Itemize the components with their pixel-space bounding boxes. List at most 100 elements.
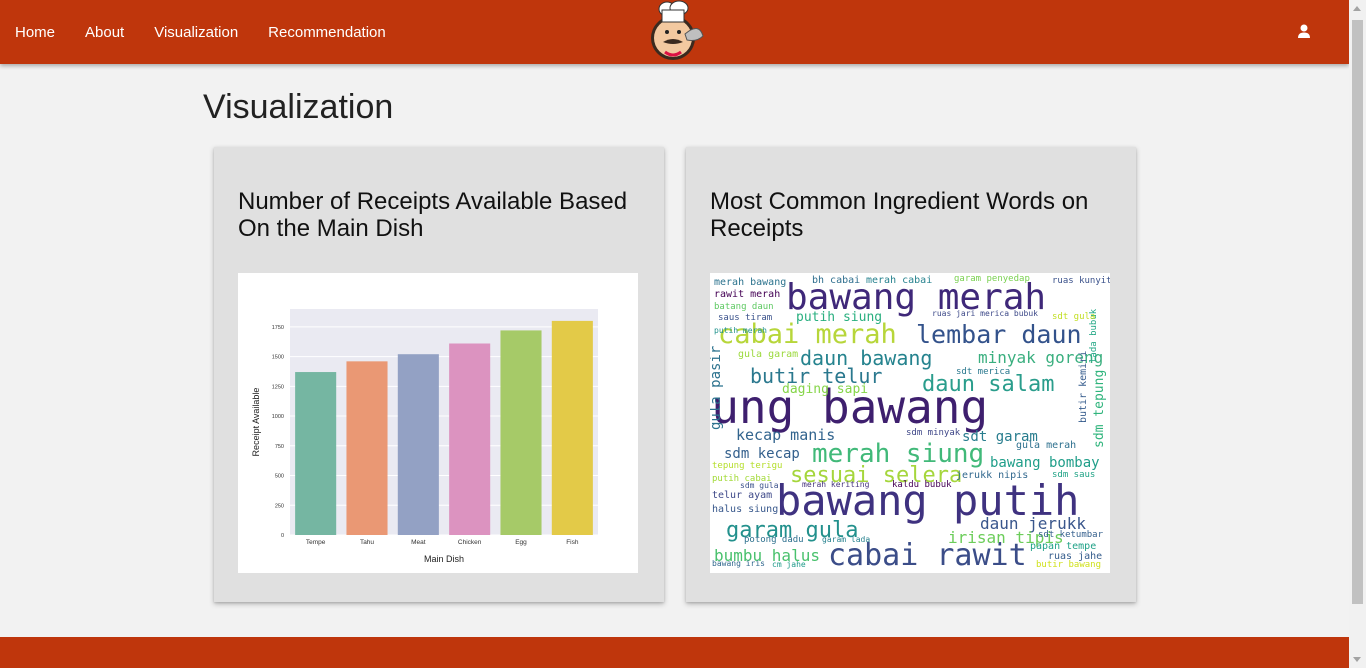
wordcloud-word: bh cabai [812, 275, 860, 286]
wordcloud-word: daun bawang [800, 346, 932, 370]
bar-chart-image: 0 250 500 750 1000 1250 1500 1750 Tempe Tahu Meat… [238, 273, 638, 573]
scroll-up-icon[interactable] [1353, 6, 1361, 11]
y-tick-label: 0 [281, 533, 284, 539]
wordcloud-word: kecap manis [736, 426, 835, 444]
bar-fish [551, 320, 593, 535]
wordcloud-word: bawang iris [712, 559, 765, 568]
wordcloud-word: sdm kecap [724, 446, 800, 462]
nav-link-visualization[interactable]: Visualization [154, 23, 239, 41]
scroll-down-icon[interactable] [1353, 657, 1361, 662]
bar-tahu [346, 361, 388, 535]
x-tick-label: Tempe [306, 539, 326, 546]
scrollbar-thumb[interactable] [1352, 20, 1363, 604]
wordcloud-word: potong dadu [744, 535, 804, 545]
wordcloud-word: ruas jahe [1048, 551, 1102, 562]
wordcloud-word: cabai merah [718, 319, 897, 350]
wordcloud-word: ruas kunyit [1052, 276, 1110, 286]
wordcloud-word: sdm minyak [906, 428, 961, 438]
wordcloud-word: merah siung [812, 439, 984, 469]
plot-area [290, 309, 598, 535]
nav-link-home[interactable]: Home [15, 23, 56, 41]
page-title: Visualization [203, 88, 394, 126]
nav-link-about[interactable]: About [85, 23, 125, 41]
chart-card: Number of Receipts Available Based On th… [214, 147, 664, 602]
y-tick-label: 250 [275, 503, 284, 509]
wordcloud-word: daun salam [922, 372, 1054, 397]
x-tick-label: Meat [411, 539, 426, 546]
wordcloud-word: daging sapi [782, 382, 868, 397]
wordcloud-word: halus siung [712, 504, 778, 515]
wordcloud-word: bawang bombay [990, 455, 1100, 471]
chef-eye-right [677, 30, 681, 34]
user-icon[interactable] [1294, 22, 1314, 42]
bar-egg [500, 330, 542, 535]
x-axis-label: Main Dish [424, 554, 464, 564]
x-tick-label: Chicken [458, 539, 482, 546]
wordcloud-card-title: Most Common Ingredient Words on Receipts [710, 188, 1089, 242]
bar-chart: 0 250 500 750 1000 1250 1500 1750 Tempe Tahu Meat… [251, 309, 598, 564]
wordcloud-word: butir kemiri [1078, 351, 1089, 423]
wordcloud-word: butir telur [750, 364, 882, 388]
wordcloud-word: tepung terigu [712, 461, 782, 471]
chef-mustache [663, 39, 683, 44]
wordcloud-word: putih siung [796, 310, 882, 325]
user-icon-head [1300, 24, 1308, 32]
y-axis-label: Receipt Available [251, 388, 261, 457]
footer [0, 637, 1349, 668]
wordcloud-word: cabai rawit [828, 538, 1027, 573]
chef-hat-band [661, 9, 685, 23]
chef-logo[interactable] [643, 0, 707, 64]
wordcloud-word: sdt merica [956, 367, 1010, 377]
chef-scarf [664, 50, 682, 57]
wordcloud-word: sdt garam [962, 429, 1038, 445]
y-tick-label: 500 [275, 474, 284, 480]
logo-face [654, 19, 692, 57]
x-tick-label: Tahu [360, 539, 374, 546]
wordcloud-word: lembar daun [916, 320, 1082, 349]
wordcloud-word: cm jahe [772, 560, 806, 569]
y-tick-label: 1500 [272, 355, 284, 361]
navbar: Home About Visualization Recommendation [0, 0, 1349, 64]
wordcloud-word: sdt gula [1052, 312, 1095, 322]
wordcloud-word: rawit merah [714, 289, 780, 300]
x-tick-label: Egg [515, 539, 527, 546]
wordcloud-word: papan tempe [1030, 541, 1096, 552]
wordcloud-word: garam gula [726, 518, 858, 543]
wordcloud-background [710, 273, 1110, 573]
wordcloud-word: irisan tipis [948, 528, 1064, 547]
wordcloud-word: daun jerukk [980, 514, 1086, 533]
wordcloud-word: ruas jari merica bubuk [932, 309, 1038, 318]
wordcloud-word: merah keriting [802, 480, 870, 489]
wordcloud-word: putih cabai [712, 474, 772, 484]
wordcloud-word: sdt ketumbar [1038, 530, 1104, 540]
wordcloud-word: sdm saus [1052, 470, 1095, 480]
bar-chicken [449, 343, 491, 535]
y-tick-label: 1250 [272, 384, 284, 390]
y-tick-label: 1000 [272, 414, 284, 420]
wordcloud-word: garam penyedap [954, 274, 1030, 284]
y-tick-label: 1750 [272, 325, 284, 331]
wordcloud-word: minyak goreng [978, 348, 1103, 367]
wordcloud-word: merah cabai [866, 275, 932, 286]
wordcloud-word: siung bawang [710, 380, 988, 434]
wordcloud-word: sesuai selera [790, 463, 962, 488]
wordcloud-word: sdm tepung [1092, 370, 1107, 448]
nav-links: Home About Visualization Recommendation [15, 0, 386, 64]
nav-link-recommendation[interactable]: Recommendation [268, 23, 386, 41]
wordcloud-word: kaldu bubuk [892, 480, 952, 490]
wordcloud-word: merah bawang [714, 277, 786, 288]
y-tick-label: 750 [275, 444, 284, 450]
wordcloud-word: lada bubuk [1089, 308, 1099, 363]
wordcloud-word: gula garam [738, 349, 798, 360]
wordcloud-word: jerukk nipis [956, 470, 1028, 481]
wordcloud-word: bawang merah [786, 277, 1046, 318]
wordcloud-word: bawang putih [776, 476, 1079, 525]
wordcloud-word: gula pasir [710, 346, 724, 430]
wordcloud-word: sdm gula [740, 481, 779, 490]
bar-meat [397, 354, 439, 535]
wordcloud-word: bumbu halus [714, 546, 820, 565]
scrollbar[interactable] [1349, 0, 1366, 668]
wordcloud-word: putih merah [714, 326, 767, 335]
